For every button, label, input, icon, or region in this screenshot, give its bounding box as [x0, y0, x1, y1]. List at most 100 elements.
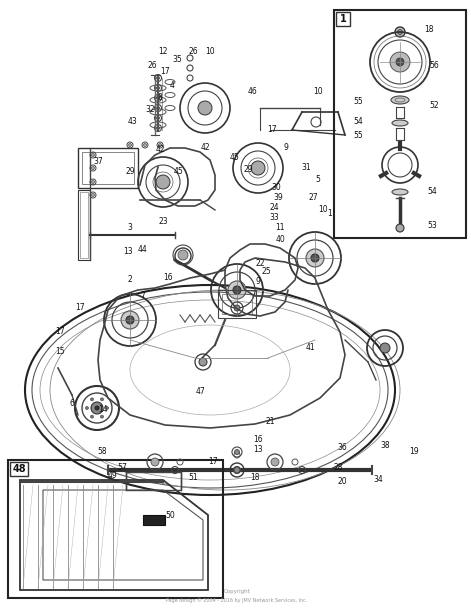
Circle shape [198, 101, 212, 115]
Circle shape [126, 316, 134, 324]
Circle shape [311, 254, 319, 262]
Text: 17: 17 [208, 458, 218, 467]
Text: 57: 57 [117, 462, 127, 472]
Circle shape [228, 281, 246, 299]
Text: 3: 3 [128, 223, 132, 232]
Text: 45: 45 [173, 168, 183, 176]
Circle shape [398, 29, 403, 35]
Circle shape [129, 143, 131, 146]
Circle shape [100, 415, 104, 418]
Text: 47: 47 [195, 387, 205, 397]
Text: 29: 29 [243, 165, 253, 174]
Text: 48: 48 [12, 464, 26, 474]
Text: 16: 16 [253, 436, 263, 445]
Text: 18: 18 [250, 473, 260, 481]
Circle shape [90, 398, 94, 401]
Bar [78, 148, 138, 188]
Text: 27: 27 [308, 193, 318, 203]
Circle shape [144, 143, 146, 146]
Bar [82, 152, 134, 184]
Text: 4: 4 [170, 81, 174, 90]
Circle shape [156, 175, 170, 189]
Text: 17: 17 [75, 304, 85, 312]
Text: 17: 17 [267, 126, 277, 134]
Text: 42: 42 [155, 146, 165, 154]
Text: 7: 7 [140, 292, 146, 301]
Circle shape [251, 161, 265, 175]
Circle shape [233, 286, 241, 294]
Text: 11: 11 [275, 223, 285, 232]
Text: 23: 23 [158, 218, 168, 226]
Circle shape [156, 107, 160, 110]
Text: 2: 2 [128, 276, 132, 284]
Text: 13: 13 [123, 248, 133, 256]
Text: 30: 30 [271, 184, 281, 193]
Text: 55: 55 [353, 98, 363, 107]
Circle shape [159, 143, 162, 146]
Text: 26: 26 [188, 48, 198, 57]
Text: 44: 44 [138, 245, 148, 254]
Text: 43: 43 [128, 118, 138, 126]
Text: 1: 1 [328, 209, 333, 218]
Text: 42: 42 [200, 143, 210, 152]
Circle shape [395, 27, 405, 37]
Text: 33: 33 [269, 214, 279, 223]
Bar [8, 460, 223, 598]
Circle shape [91, 154, 95, 157]
Circle shape [156, 76, 160, 79]
Circle shape [151, 458, 159, 466]
Circle shape [156, 117, 160, 120]
Circle shape [178, 250, 188, 260]
Ellipse shape [392, 120, 408, 126]
Text: 31: 31 [301, 163, 311, 173]
Bar [222, 294, 252, 314]
Bar [218, 290, 256, 318]
Circle shape [100, 398, 104, 401]
Bar [78, 190, 90, 260]
Bar [10, 462, 28, 476]
Bar [336, 12, 350, 26]
Text: 26: 26 [147, 60, 157, 70]
Circle shape [396, 58, 404, 66]
Text: 56: 56 [429, 62, 439, 71]
Text: 10: 10 [318, 206, 328, 215]
Circle shape [86, 406, 89, 409]
Circle shape [156, 126, 160, 129]
Bar [80, 192, 88, 258]
Text: 25: 25 [261, 268, 271, 276]
Text: Copyright: Copyright [224, 589, 251, 595]
Circle shape [306, 249, 324, 267]
Circle shape [380, 343, 390, 353]
Text: 13: 13 [253, 445, 263, 454]
Text: 38: 38 [380, 440, 390, 450]
Text: 22: 22 [255, 259, 265, 268]
Text: 9: 9 [284, 143, 288, 152]
Text: 16: 16 [163, 273, 173, 282]
Circle shape [234, 467, 240, 473]
Circle shape [156, 96, 160, 99]
Text: 29: 29 [125, 168, 135, 176]
Circle shape [156, 87, 160, 90]
Text: 35: 35 [172, 56, 182, 65]
Circle shape [90, 415, 94, 418]
Text: 10: 10 [313, 87, 323, 96]
Text: 5: 5 [316, 176, 320, 184]
Circle shape [271, 458, 279, 466]
Bar [334, 10, 466, 238]
Text: 45: 45 [230, 154, 240, 162]
Text: 18: 18 [424, 26, 434, 35]
Text: 32: 32 [145, 106, 155, 115]
Circle shape [91, 402, 103, 414]
Text: 55: 55 [353, 131, 363, 140]
Circle shape [234, 305, 240, 311]
Text: 54: 54 [427, 187, 437, 196]
Text: 54: 54 [353, 118, 363, 126]
Text: 1: 1 [340, 14, 346, 24]
Text: 52: 52 [429, 101, 439, 110]
Circle shape [396, 224, 404, 232]
Circle shape [121, 311, 139, 329]
Text: 12: 12 [158, 48, 168, 57]
Text: 28: 28 [333, 462, 343, 472]
Text: 6: 6 [70, 400, 74, 409]
Text: 17: 17 [55, 328, 65, 337]
